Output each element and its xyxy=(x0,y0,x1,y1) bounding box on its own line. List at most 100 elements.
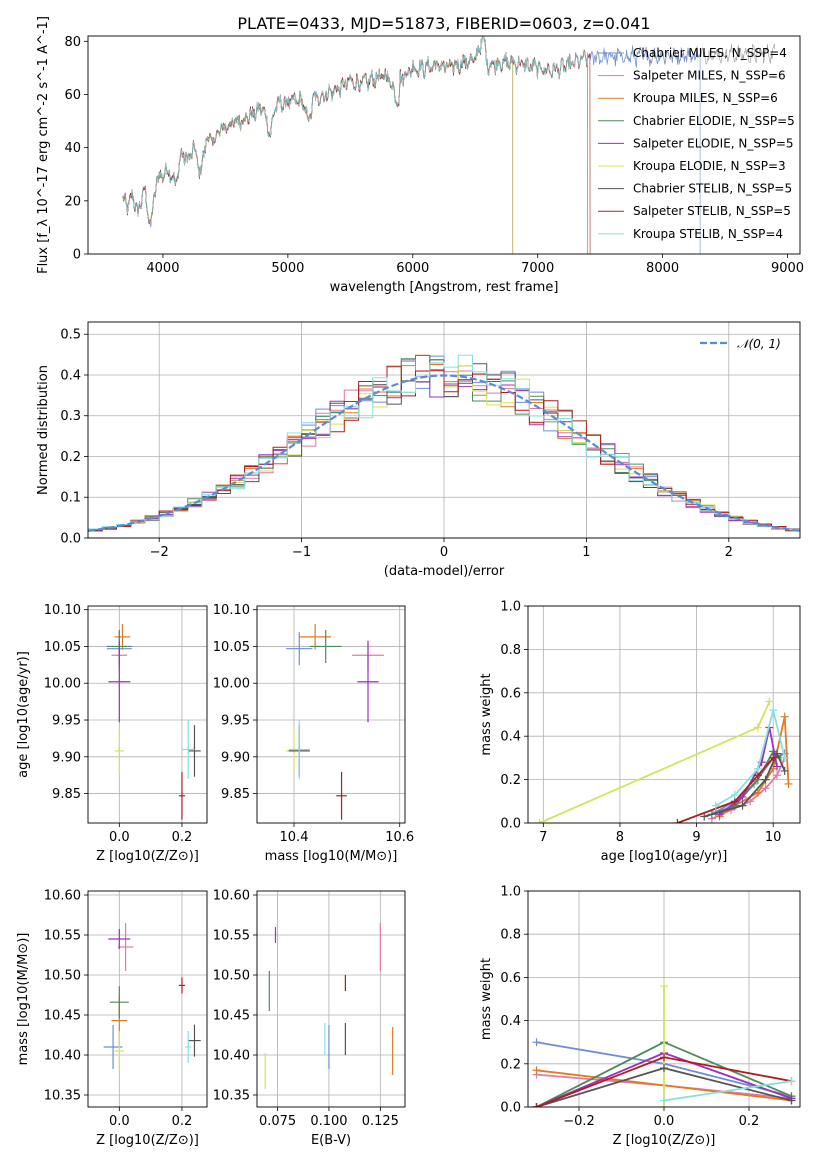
y-tick-label: 0.4 xyxy=(500,1014,521,1029)
axes-frame xyxy=(87,890,208,1108)
y-tick-label: 10.45 xyxy=(44,1009,81,1024)
x-tick-label: 4000 xyxy=(146,261,179,276)
chart-spectrum: 4000 5000 6000 7000 8000 9000 0 20 40 60 80 PLATE=0… xyxy=(36,14,804,295)
chart-mass_vs_ebv: 0.075 0.100 0.125 10.35 10.40 10.45 10.50 10.55… xyxy=(213,889,406,1148)
y-tick-label: 10.40 xyxy=(44,1049,81,1064)
x-axis-label: Z [log10(Z/Z⊙)] xyxy=(613,1133,716,1148)
data-point xyxy=(108,641,131,723)
x-tick-label: 10.6 xyxy=(385,830,414,845)
y-axis-label: mass weight xyxy=(479,958,494,1040)
x-tick-label: 8000 xyxy=(646,261,679,276)
y-tick-label: 0.4 xyxy=(500,730,521,745)
axes-frame xyxy=(256,890,406,1108)
y-tick-label: 0.0 xyxy=(60,532,81,547)
data-point xyxy=(185,1031,192,1063)
y-tick-label: 1.0 xyxy=(500,885,521,900)
data-point xyxy=(188,1024,201,1057)
x-axis-label: wavelength [Angstrom, rest frame] xyxy=(330,280,559,295)
data-point xyxy=(188,725,201,777)
series-marker xyxy=(769,706,778,715)
legend-entry: 𝒩(0, 1) xyxy=(737,337,781,351)
plot-area xyxy=(535,697,793,823)
x-tick-label: 6000 xyxy=(396,261,429,276)
legend: 𝒩(0, 1) xyxy=(700,337,781,351)
series-marker xyxy=(532,1038,541,1047)
y-tick-label: 40 xyxy=(64,141,81,156)
data-series xyxy=(700,749,789,821)
series-line xyxy=(663,1080,792,1102)
series-marker xyxy=(753,764,762,773)
plot-area xyxy=(106,624,201,820)
y-tick-label: 0.4 xyxy=(60,368,81,383)
series-marker xyxy=(711,801,720,810)
plot-area xyxy=(264,923,394,1089)
series-marker xyxy=(535,819,544,823)
axes-frame xyxy=(256,605,406,824)
series-marker xyxy=(753,723,762,732)
plot-area xyxy=(122,36,776,254)
y-tick-label: 0.3 xyxy=(60,409,81,424)
y-tick-label: 0.2 xyxy=(500,773,521,788)
x-tick-label: 10.4 xyxy=(280,830,309,845)
x-tick-label: 0.0 xyxy=(109,1114,130,1129)
y-tick-label: 9.95 xyxy=(52,714,81,729)
axes-frame xyxy=(87,605,208,824)
data-point xyxy=(117,923,134,971)
y-tick-label: 0.8 xyxy=(500,643,521,658)
data-series xyxy=(660,982,668,1107)
x-tick-label: 0 xyxy=(440,545,448,560)
plot-area xyxy=(103,923,201,1071)
y-tick-label: 10.10 xyxy=(44,603,81,618)
y-axis-label: mass weight xyxy=(479,673,494,755)
y-tick-label: 10.50 xyxy=(213,969,250,984)
x-axis-label: (data-model)/error xyxy=(384,564,505,579)
series-marker xyxy=(780,712,789,721)
data-point xyxy=(114,1031,125,1071)
chart-age_vs_mass: 10.4 10.6 9.85 9.90 9.95 10.00 10.05 10.10 mass … xyxy=(213,603,414,864)
data-series xyxy=(535,697,774,823)
y-tick-label: 60 xyxy=(64,88,81,103)
x-tick-label: 0.2 xyxy=(172,1114,193,1129)
y-tick-label: 9.90 xyxy=(221,750,250,765)
x-tick-label: 0.2 xyxy=(172,830,193,845)
y-tick-label: 0.6 xyxy=(500,686,521,701)
chart-residuals: −2 −1 0 1 2 0.0 0.1 0.2 0.3 0.4 0.5 𝒩(0, 1) (data-mo… xyxy=(36,321,801,579)
x-tick-label: 0.0 xyxy=(109,830,130,845)
x-tick-label: 10 xyxy=(765,830,782,845)
series-marker xyxy=(787,1077,796,1086)
x-axis-label: mass [log10(M/M⊙)] xyxy=(265,849,398,864)
series-marker xyxy=(532,1103,541,1107)
y-tick-label: 0 xyxy=(73,248,81,263)
series-marker xyxy=(765,697,774,706)
x-tick-label: 0.125 xyxy=(362,1114,399,1129)
series-marker xyxy=(773,771,782,780)
y-tick-label: 80 xyxy=(64,35,81,50)
x-tick-label: 1 xyxy=(582,545,590,560)
data-point xyxy=(114,728,125,773)
x-tick-label: 7000 xyxy=(521,261,554,276)
x-axis-label: Z [log10(Z/Z⊙)] xyxy=(96,849,199,864)
series-marker xyxy=(660,1053,668,1062)
axes-frame xyxy=(527,890,801,1108)
x-tick-label: 9000 xyxy=(771,261,804,276)
series-marker xyxy=(753,788,762,797)
data-point xyxy=(357,641,379,723)
y-tick-label: 10.40 xyxy=(213,1049,250,1064)
y-axis-label: mass [log10(M/M⊙)] xyxy=(16,933,31,1066)
y-tick-label: 10.50 xyxy=(44,969,81,984)
axes-frame xyxy=(87,321,801,539)
plot-area xyxy=(88,354,800,532)
series-marker xyxy=(769,753,778,762)
chart-massweight_vs_age: 7 8 9 10 0.0 0.2 0.4 0.6 0.8 1.0 age [log10(age/yr… xyxy=(479,600,801,864)
legend-entry: Salpeter ELODIE, N_SSP=5 xyxy=(633,136,794,150)
data-point xyxy=(336,771,347,820)
data-point xyxy=(108,929,131,949)
y-tick-label: 0.6 xyxy=(500,971,521,986)
legend-entry: Kroupa ELODIE, N_SSP=3 xyxy=(633,159,786,173)
x-axis-label: age [log10(age/yr)] xyxy=(601,849,728,864)
series-marker xyxy=(660,982,668,991)
legend-entry: Salpeter STELIB, N_SSP=5 xyxy=(633,204,791,218)
series-marker xyxy=(738,801,747,810)
x-tick-label: 5000 xyxy=(271,261,304,276)
series-marker xyxy=(787,1096,796,1105)
